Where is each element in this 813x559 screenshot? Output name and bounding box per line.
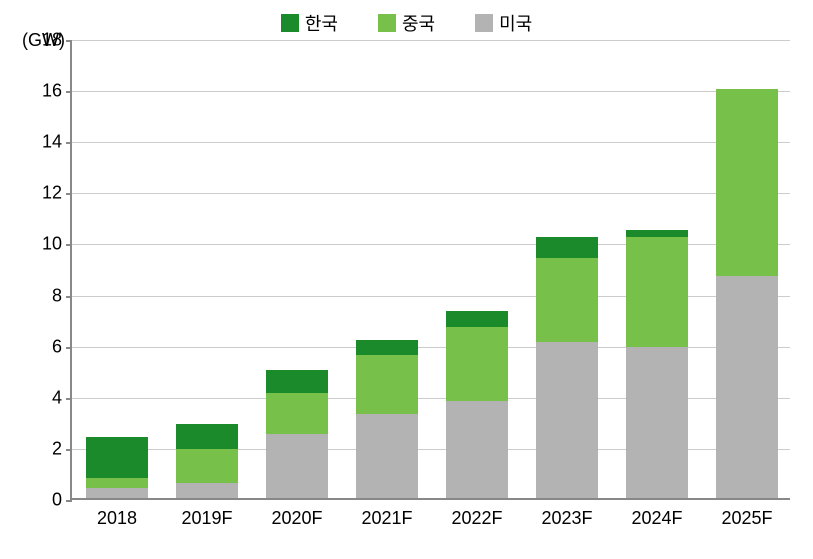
y-tick-label: 0 [52,490,62,511]
bar-segment [626,237,687,347]
legend-swatch-china [378,14,396,32]
y-tick-label: 4 [52,387,62,408]
legend-item-korea: 한국 [281,10,338,36]
y-tick-mark [66,91,72,93]
bar-segment [446,327,507,401]
bar-segment [446,401,507,498]
x-tick-label: 2022F [451,508,502,529]
y-tick-mark [66,142,72,144]
bar-group [626,230,687,498]
y-tick-label: 16 [42,81,62,102]
x-tick-label: 2021F [361,508,412,529]
legend-label-korea: 한국 [305,10,338,36]
bar-group [356,340,417,498]
bar-segment [626,347,687,498]
bar-group [176,424,237,498]
x-tick-label: 2024F [631,508,682,529]
bar-segment [86,478,147,488]
bar-segment [86,437,147,478]
legend-label-usa: 미국 [499,10,532,36]
y-tick-label: 18 [42,30,62,51]
bar-segment [266,370,327,393]
bar-segment [356,340,417,355]
bar-group [86,437,147,498]
bar-segment [716,276,777,498]
bar-segment [716,89,777,276]
x-tick-label: 2018 [97,508,137,529]
x-tick-label: 2019F [181,508,232,529]
bar-segment [86,488,147,498]
legend-swatch-usa [475,14,493,32]
y-tick-label: 8 [52,285,62,306]
y-tick-mark [66,449,72,451]
bar-segment [536,258,597,342]
bar-segment [266,393,327,434]
bar-segment [176,424,237,450]
x-tick-label: 2023F [541,508,592,529]
y-tick-label: 14 [42,132,62,153]
legend-swatch-korea [281,14,299,32]
bar-segment [176,483,237,498]
y-tick-mark [66,296,72,298]
y-tick-label: 2 [52,438,62,459]
y-tick-mark [66,347,72,349]
gridline [72,142,790,143]
x-tick-label: 2020F [271,508,322,529]
bar-segment [536,342,597,498]
gridline [72,193,790,194]
legend-item-china: 중국 [378,10,435,36]
bar-segment [176,449,237,482]
y-tick-label: 6 [52,336,62,357]
chart-container: 한국 중국 미국 (GW) 02468101214161820182019F20… [0,0,813,559]
gridline [72,91,790,92]
bar-group [716,89,777,498]
gridline [72,40,790,41]
bar-segment [266,434,327,498]
y-tick-label: 10 [42,234,62,255]
bar-segment [356,355,417,414]
bar-group [266,370,327,498]
bar-segment [536,237,597,257]
y-tick-label: 12 [42,183,62,204]
plot-area: 02468101214161820182019F2020F2021F2022F2… [70,40,790,500]
bar-group [446,311,507,498]
legend: 한국 중국 미국 [0,10,813,36]
y-tick-mark [66,500,72,502]
y-tick-mark [66,244,72,246]
bar-segment [356,414,417,498]
bar-group [536,237,597,498]
y-tick-mark [66,40,72,42]
bar-segment [446,311,507,326]
legend-label-china: 중국 [402,10,435,36]
bar-segment [626,230,687,238]
legend-item-usa: 미국 [475,10,532,36]
y-tick-mark [66,398,72,400]
x-tick-label: 2025F [721,508,772,529]
y-tick-mark [66,193,72,195]
